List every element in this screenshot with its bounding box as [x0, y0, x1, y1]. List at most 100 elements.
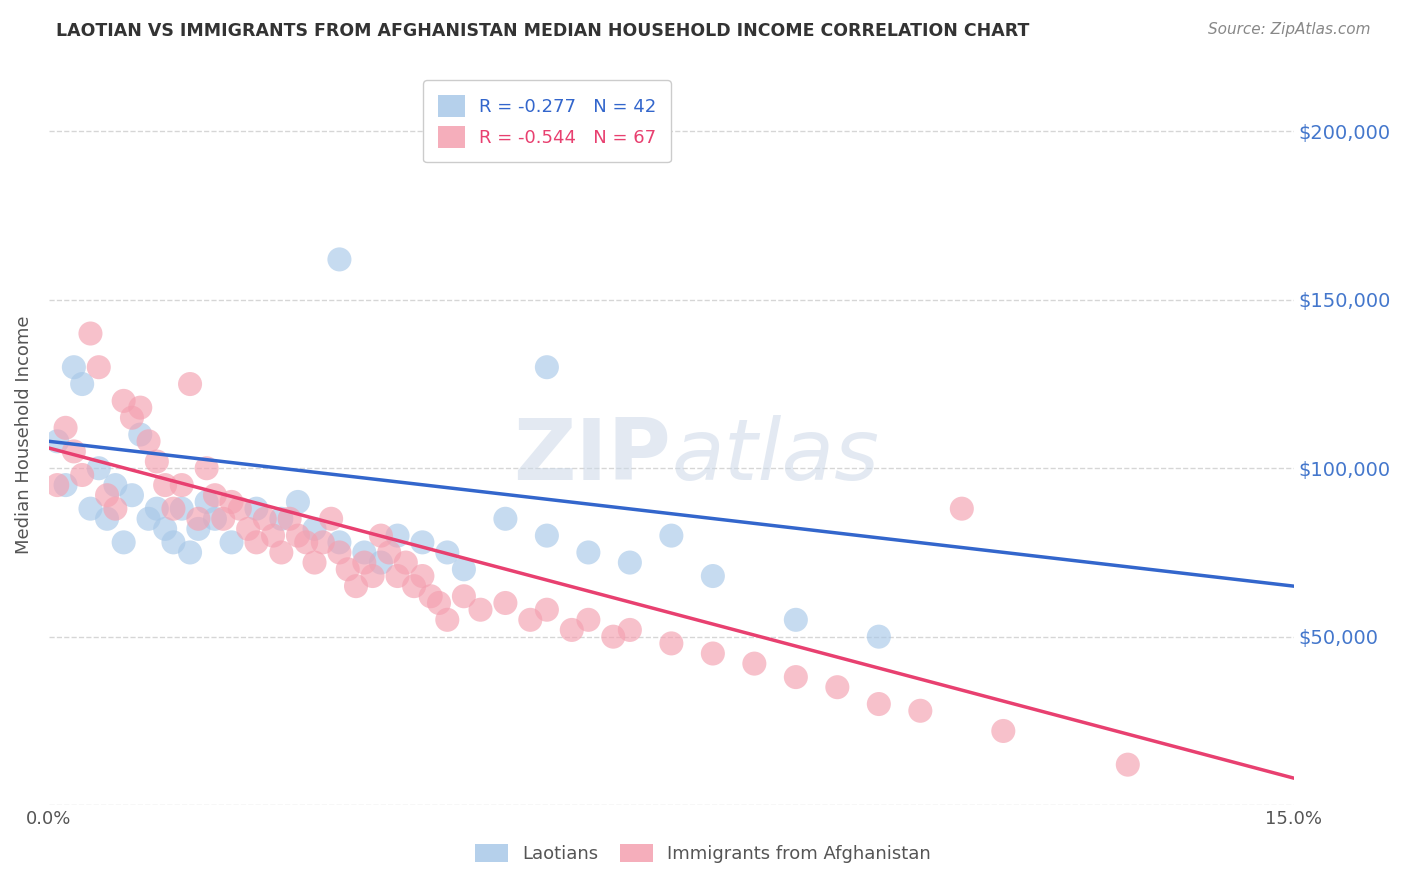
- Point: [295, 535, 318, 549]
- Point: [229, 501, 252, 516]
- Text: LAOTIAN VS IMMIGRANTS FROM AFGHANISTAN MEDIAN HOUSEHOLD INCOME CORRELATION CHART: LAOTIAN VS IMMIGRANTS FROM AFGHANISTAN M…: [56, 22, 1029, 40]
- Point: [561, 623, 583, 637]
- Point: [536, 603, 558, 617]
- Point: [519, 613, 541, 627]
- Point: [436, 545, 458, 559]
- Point: [146, 501, 169, 516]
- Point: [63, 360, 86, 375]
- Point: [453, 589, 475, 603]
- Point: [411, 569, 433, 583]
- Point: [179, 545, 201, 559]
- Point: [336, 562, 359, 576]
- Point: [453, 562, 475, 576]
- Point: [138, 512, 160, 526]
- Point: [146, 454, 169, 468]
- Point: [129, 427, 152, 442]
- Point: [536, 528, 558, 542]
- Point: [55, 478, 77, 492]
- Legend: R = -0.277   N = 42, R = -0.544   N = 67: R = -0.277 N = 42, R = -0.544 N = 67: [423, 80, 671, 162]
- Point: [910, 704, 932, 718]
- Point: [304, 556, 326, 570]
- Point: [404, 579, 426, 593]
- Point: [287, 495, 309, 509]
- Point: [236, 522, 259, 536]
- Point: [702, 647, 724, 661]
- Point: [370, 528, 392, 542]
- Point: [378, 545, 401, 559]
- Point: [950, 501, 973, 516]
- Point: [63, 444, 86, 458]
- Point: [121, 488, 143, 502]
- Point: [195, 461, 218, 475]
- Point: [328, 535, 350, 549]
- Point: [138, 434, 160, 449]
- Legend: Laotians, Immigrants from Afghanistan: Laotians, Immigrants from Afghanistan: [467, 835, 939, 872]
- Text: ZIP: ZIP: [513, 416, 672, 499]
- Point: [344, 579, 367, 593]
- Point: [104, 478, 127, 492]
- Point: [576, 545, 599, 559]
- Point: [187, 512, 209, 526]
- Point: [370, 556, 392, 570]
- Point: [245, 501, 267, 516]
- Point: [162, 535, 184, 549]
- Point: [46, 434, 69, 449]
- Point: [328, 252, 350, 267]
- Point: [702, 569, 724, 583]
- Point: [70, 467, 93, 482]
- Point: [494, 596, 516, 610]
- Point: [304, 522, 326, 536]
- Point: [321, 512, 343, 526]
- Point: [395, 556, 418, 570]
- Text: Source: ZipAtlas.com: Source: ZipAtlas.com: [1208, 22, 1371, 37]
- Point: [112, 393, 135, 408]
- Point: [162, 501, 184, 516]
- Point: [204, 512, 226, 526]
- Point: [576, 613, 599, 627]
- Point: [262, 528, 284, 542]
- Point: [221, 495, 243, 509]
- Text: atlas: atlas: [672, 416, 879, 499]
- Point: [436, 613, 458, 627]
- Point: [46, 478, 69, 492]
- Point: [785, 670, 807, 684]
- Point: [87, 461, 110, 475]
- Point: [1116, 757, 1139, 772]
- Point: [170, 478, 193, 492]
- Point: [661, 528, 683, 542]
- Point: [278, 512, 301, 526]
- Point: [121, 410, 143, 425]
- Point: [112, 535, 135, 549]
- Point: [70, 377, 93, 392]
- Point: [993, 723, 1015, 738]
- Point: [827, 680, 849, 694]
- Point: [387, 569, 409, 583]
- Point: [221, 535, 243, 549]
- Point: [287, 528, 309, 542]
- Point: [55, 421, 77, 435]
- Point: [536, 360, 558, 375]
- Point: [785, 613, 807, 627]
- Point: [868, 630, 890, 644]
- Point: [661, 636, 683, 650]
- Point: [179, 377, 201, 392]
- Point: [195, 495, 218, 509]
- Point: [353, 556, 375, 570]
- Point: [245, 535, 267, 549]
- Point: [187, 522, 209, 536]
- Point: [212, 512, 235, 526]
- Point: [79, 501, 101, 516]
- Point: [328, 545, 350, 559]
- Point: [744, 657, 766, 671]
- Point: [353, 545, 375, 559]
- Y-axis label: Median Household Income: Median Household Income: [15, 315, 32, 554]
- Point: [411, 535, 433, 549]
- Point: [619, 556, 641, 570]
- Point: [387, 528, 409, 542]
- Point: [470, 603, 492, 617]
- Point: [96, 488, 118, 502]
- Point: [494, 512, 516, 526]
- Point: [79, 326, 101, 341]
- Point: [868, 697, 890, 711]
- Point: [104, 501, 127, 516]
